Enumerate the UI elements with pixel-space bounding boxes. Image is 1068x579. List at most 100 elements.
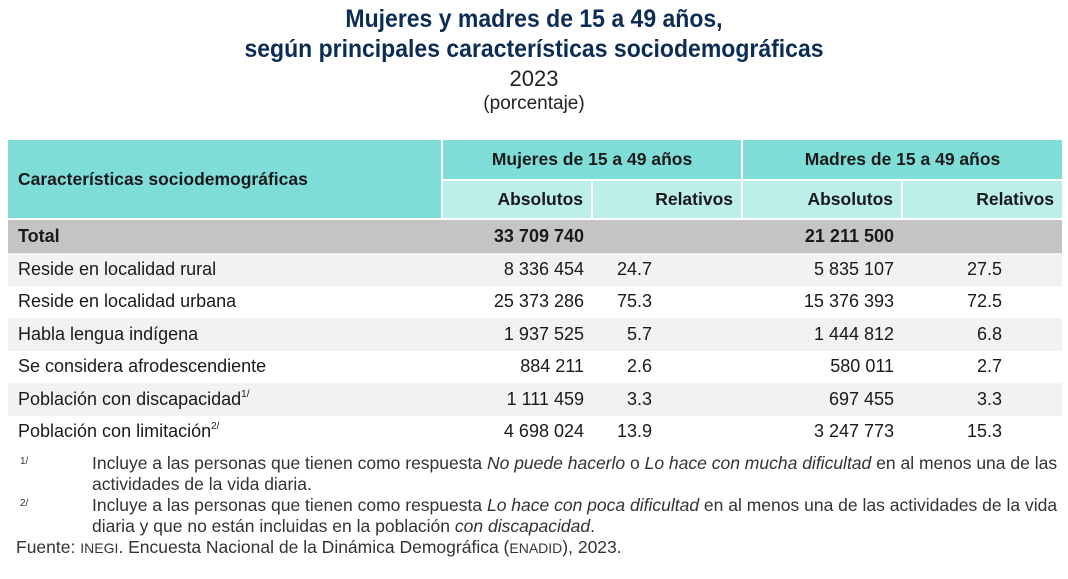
footnote-1-text: Incluye a las personas que tienen como r… [92,453,487,473]
footnote-1-mark: 1/ [20,456,29,467]
source-text-end: ), 2023. [562,537,622,557]
madres-absolutos-text: 1 444 812 [813,323,895,344]
madres-relativos-text: 72.5 [966,291,1003,312]
footnote-2-text-c: . [590,516,595,536]
header-mujeres-relativos: Relativos [590,180,743,219]
madres-relativos-text: 3.3 [976,388,1003,409]
mujeres-relativos: 3.3 [592,383,743,416]
madres-relativos: 72.5 [902,285,1063,318]
mujeres-absolutos: 8 336 454 [442,253,592,286]
madres-absolutos: 580 011 [742,350,903,383]
total-mujeres-absolutos: 33 709 740 [442,218,592,253]
mujeres-relativos-text: 2.6 [626,356,653,377]
madres-absolutos: 15 376 393 [742,285,903,318]
row-label-text: Se considera afrodescendiente [18,356,267,377]
mujeres-absolutos-text: 884 211 [520,356,584,377]
mujeres-relativos: 75.3 [592,285,743,318]
mujeres-relativos-text: 24.7 [616,258,653,279]
row-label: Población con limitación2/ [8,415,442,448]
mujeres-absolutos: 25 373 286 [442,285,592,318]
total-madres-relativos [902,218,1063,253]
table-row: Población con limitación2/4 698 024 13.9 3… [8,415,1063,448]
header-row-label: Características sociodemográficas [8,140,443,219]
row-label: Población con discapacidad1/ [8,383,442,416]
title-line-2: según principales características sociod… [244,35,824,63]
table-row: Reside en localidad urbana 25 373 286 75.3… [8,285,1063,318]
footnote-ref: 1/ [241,388,250,400]
mujeres-relativos-text: 3.3 [626,388,653,409]
header-group-madres: Madres de 15 a 49 años [741,140,1063,181]
mujeres-relativos-text: 5.7 [626,323,653,344]
footnote-1: 1/ Incluye a las personas que tienen com… [20,453,1060,495]
row-label: Reside en localidad rural [8,253,442,286]
row-label-text: Reside en localidad rural [18,258,217,279]
row-label-text: Población con limitación [18,421,212,442]
madres-relativos: 6.8 [902,318,1063,351]
source-acronym: ENADID [509,540,563,556]
source-text: . Encuesta Nacional de la Dinámica Demog… [118,537,510,557]
mujeres-absolutos: 4 698 024 [442,415,592,448]
mujeres-absolutos: 884 211 [442,350,592,383]
madres-absolutos-text: 5 835 107 [813,258,895,279]
madres-relativos-text: 15.3 [966,421,1003,442]
mujeres-absolutos-text: 1 111 459 [506,388,584,409]
madres-relativos-text: 27.5 [966,258,1003,279]
footnote-2: 2/ Incluye a las personas que tienen com… [20,495,1060,537]
header-madres-absolutos: Absolutos [741,180,903,219]
madres-absolutos: 697 455 [742,383,903,416]
madres-relativos: 15.3 [902,415,1063,448]
table-row: Se considera afrodescendiente 884 211 2.6 5… [8,350,1063,383]
mujeres-relativos: 24.7 [592,253,743,286]
mujeres-relativos: 5.7 [592,318,743,351]
total-madres-absolutos: 21 211 500 [742,218,903,253]
header-group-mujeres: Mujeres de 15 a 49 años [440,140,743,181]
madres-absolutos-text: 15 376 393 [803,291,895,312]
table-row: Reside en localidad rural 8 336 454 24.7 5 … [8,253,1063,286]
footnote-1-italic-a: No puede hacerlo [486,453,626,473]
footnote-2-italic-b: con discapacidad [454,516,591,536]
footnote-ref: 2/ [211,421,220,433]
row-label-text: Población con discapacidad [18,388,242,409]
mujeres-relativos-text: 13.9 [616,421,653,442]
table-row: Habla lengua indígena 1 937 525 5.7 1 444 8… [8,318,1063,351]
madres-relativos: 3.3 [902,383,1063,416]
footnotes: 1/ Incluye a las personas que tienen com… [16,453,1060,559]
header-mujeres-absolutos: Absolutos [441,180,592,219]
madres-relativos-text: 6.8 [976,323,1003,344]
footnote-2-italic-a: Lo hace con poca dificultad [486,495,700,515]
mujeres-absolutos-text: 8 336 454 [503,258,584,279]
header-madres-relativos: Relativos [901,180,1063,219]
madres-absolutos: 3 247 773 [742,415,903,448]
total-row: Total 33 709 740 21 211 500 [8,218,1063,253]
footnote-1-text-b: o [625,453,645,473]
mujeres-relativos-text: 75.3 [616,291,653,312]
mujeres-relativos: 2.6 [592,350,743,383]
title-year: 2023 [509,66,559,91]
mujeres-absolutos: 1 111 459 [442,383,592,416]
mujeres-relativos: 13.9 [592,415,743,448]
title-block: Mujeres y madres de 15 a 49 años, según … [0,4,1068,116]
madres-absolutos: 5 835 107 [742,253,903,286]
total-mujeres-relativos [592,218,743,253]
mujeres-absolutos-text: 25 373 286 [493,291,584,312]
footnote-2-text: Incluye a las personas que tienen como r… [92,495,487,515]
table-row: Población con discapacidad1/1 111 459 3.3… [8,383,1063,416]
madres-relativos-text: 2.7 [976,356,1003,377]
madres-relativos: 27.5 [902,253,1063,286]
source-label: Fuente: [16,537,76,557]
madres-absolutos-text: 580 011 [830,356,895,377]
footnote-2-text-b: en al menos una de las actividades de la… [92,495,1058,536]
footnote-1-text-c: en al menos una de las actividades de la… [92,453,1058,494]
source-org: INEGI [80,540,119,556]
row-label-text: Reside en localidad urbana [18,291,237,312]
row-label: Habla lengua indígena [8,318,442,351]
row-label: Se considera afrodescendiente [8,350,442,383]
row-label: Reside en localidad urbana [8,285,442,318]
total-label: Total [8,218,442,253]
madres-relativos: 2.7 [902,350,1063,383]
madres-absolutos-text: 697 455 [828,388,895,409]
mujeres-absolutos-text: 4 698 024 [503,421,584,442]
mujeres-absolutos-text: 1 937 525 [503,323,584,344]
source-line: Fuente: INEGI. Encuesta Nacional de la D… [16,537,1060,559]
madres-absolutos: 1 444 812 [742,318,903,351]
